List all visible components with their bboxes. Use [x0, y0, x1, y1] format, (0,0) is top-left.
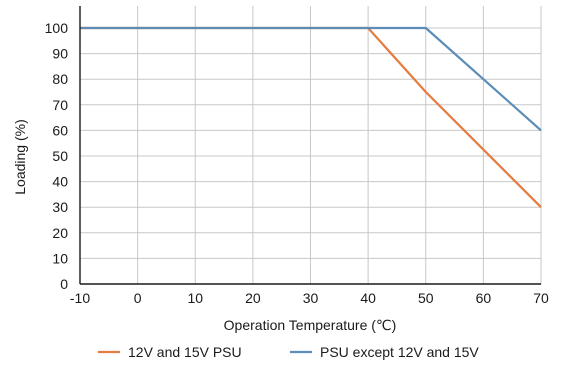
x-tick-label-50: 50 — [418, 290, 434, 306]
x-tick-label-70: 70 — [533, 290, 549, 306]
y-tick-label-90: 90 — [52, 46, 68, 62]
y-tick-label-20: 20 — [52, 225, 68, 241]
y-tick-label-100: 100 — [45, 20, 69, 36]
x-tick-label-10: 10 — [187, 290, 203, 306]
x-tick-label-0: 0 — [134, 290, 142, 306]
grid-lines — [80, 6, 541, 284]
legend-label-except-12v-15v: PSU except 12V and 15V — [320, 344, 479, 360]
legend-label-12v-15v: 12V and 15V PSU — [128, 344, 242, 360]
x-tick-label-30: 30 — [303, 290, 319, 306]
x-axis-title: Operation Temperature (℃) — [224, 317, 397, 333]
y-axis-title: Loading (%) — [12, 119, 28, 195]
y-tick-label-70: 70 — [52, 97, 68, 113]
x-tick-label--10: -10 — [70, 290, 90, 306]
y-tick-label-0: 0 — [60, 276, 68, 292]
x-tick-label-60: 60 — [476, 290, 492, 306]
y-tick-label-50: 50 — [52, 148, 68, 164]
legend-item-12v-15v: 12V and 15V PSU — [98, 344, 242, 360]
y-tick-label-80: 80 — [52, 71, 68, 87]
y-tick-label-60: 60 — [52, 122, 68, 138]
x-tick-label-40: 40 — [360, 290, 376, 306]
x-tick-label-20: 20 — [245, 290, 261, 306]
legend: 12V and 15V PSU PSU except 12V and 15V — [98, 344, 479, 360]
legend-item-except-12v-15v: PSU except 12V and 15V — [290, 344, 479, 360]
y-tick-label-30: 30 — [52, 199, 68, 215]
y-tick-label-10: 10 — [52, 250, 68, 266]
y-tick-label-40: 40 — [52, 174, 68, 190]
